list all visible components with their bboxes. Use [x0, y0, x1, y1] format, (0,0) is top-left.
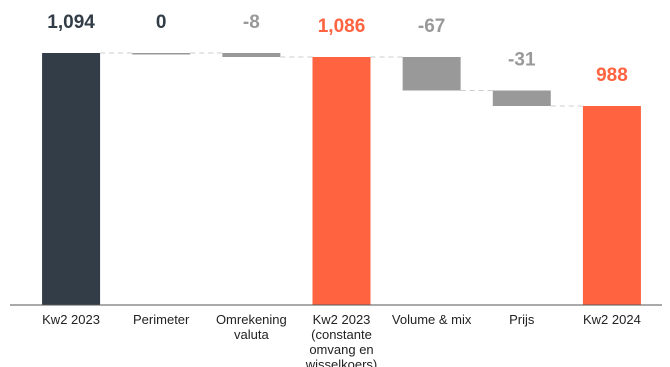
value-label: -67	[418, 16, 445, 37]
bar	[402, 57, 461, 91]
bar	[312, 57, 371, 305]
x-tick-label: Kw2 2023 (constante omvang en wisselkoer…	[305, 312, 378, 367]
x-tick-label: Omrekening valuta	[215, 312, 287, 342]
bar	[132, 53, 191, 55]
bar	[42, 53, 101, 305]
value-label: -31	[508, 50, 536, 71]
value-label: 1,086	[318, 16, 366, 37]
x-tick-label: Perimeter	[133, 312, 190, 327]
value-label: 0	[156, 12, 167, 33]
value-label: 1,094	[47, 12, 95, 33]
x-tick-label: Kw2 2023	[42, 312, 100, 327]
value-label: 988	[596, 65, 628, 86]
x-tick-label: Volume & mix	[391, 312, 472, 327]
bar	[222, 53, 281, 57]
bar	[492, 90, 551, 106]
value-label: -8	[243, 12, 260, 33]
x-tick-label: Prijs	[509, 312, 535, 327]
x-tick-label: Kw2 2024	[583, 312, 641, 327]
bar	[582, 106, 641, 305]
